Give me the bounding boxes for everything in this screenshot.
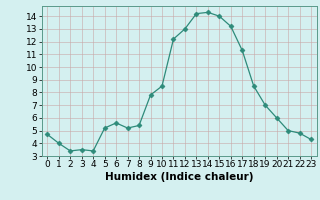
X-axis label: Humidex (Indice chaleur): Humidex (Indice chaleur) [105, 172, 253, 182]
